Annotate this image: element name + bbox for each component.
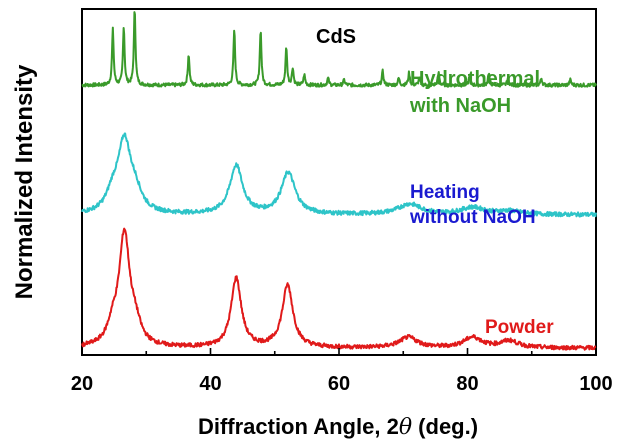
series-label-line: Powder	[485, 317, 554, 338]
series-label-0: Hydrothermal with NaOH	[409, 68, 540, 117]
x-tick-label: 20	[71, 373, 93, 395]
series-label-line: without NaOH	[409, 207, 536, 228]
theta-symbol: θ	[399, 415, 412, 440]
series-line-2	[81, 227, 597, 351]
plot-frame	[81, 8, 597, 356]
plot-area: 20 40 60 80 100	[71, 8, 613, 395]
x-tick-label: 40	[199, 373, 221, 395]
series-line-1	[81, 132, 597, 218]
series-label-2: Powder	[485, 317, 554, 338]
series-line-0	[81, 11, 597, 88]
x-tick-label: 80	[456, 373, 478, 395]
series-layer	[81, 11, 597, 351]
x-ticks: 20 40 60 80 100	[71, 348, 613, 395]
series-label-1: Heating without NaOH	[409, 182, 536, 228]
y-axis-label: Normalized Intensity	[11, 64, 38, 299]
series-label-line: Hydrothermal	[410, 68, 540, 90]
x-axis-label-suffix: (deg.)	[412, 414, 478, 439]
series-label-line: Heating	[410, 182, 480, 203]
series-labels: Hydrothermal with NaOH Heating without NaOH…	[409, 68, 554, 338]
chart-title: CdS	[316, 26, 356, 48]
x-tick-label: 60	[328, 373, 350, 395]
x-axis-label: Diffraction Angle, 2θ (deg.)	[198, 414, 478, 440]
x-axis-label-prefix: Diffraction Angle, 2	[198, 414, 399, 439]
x-tick-label: 100	[579, 373, 612, 395]
series-label-line: with NaOH	[409, 95, 511, 117]
